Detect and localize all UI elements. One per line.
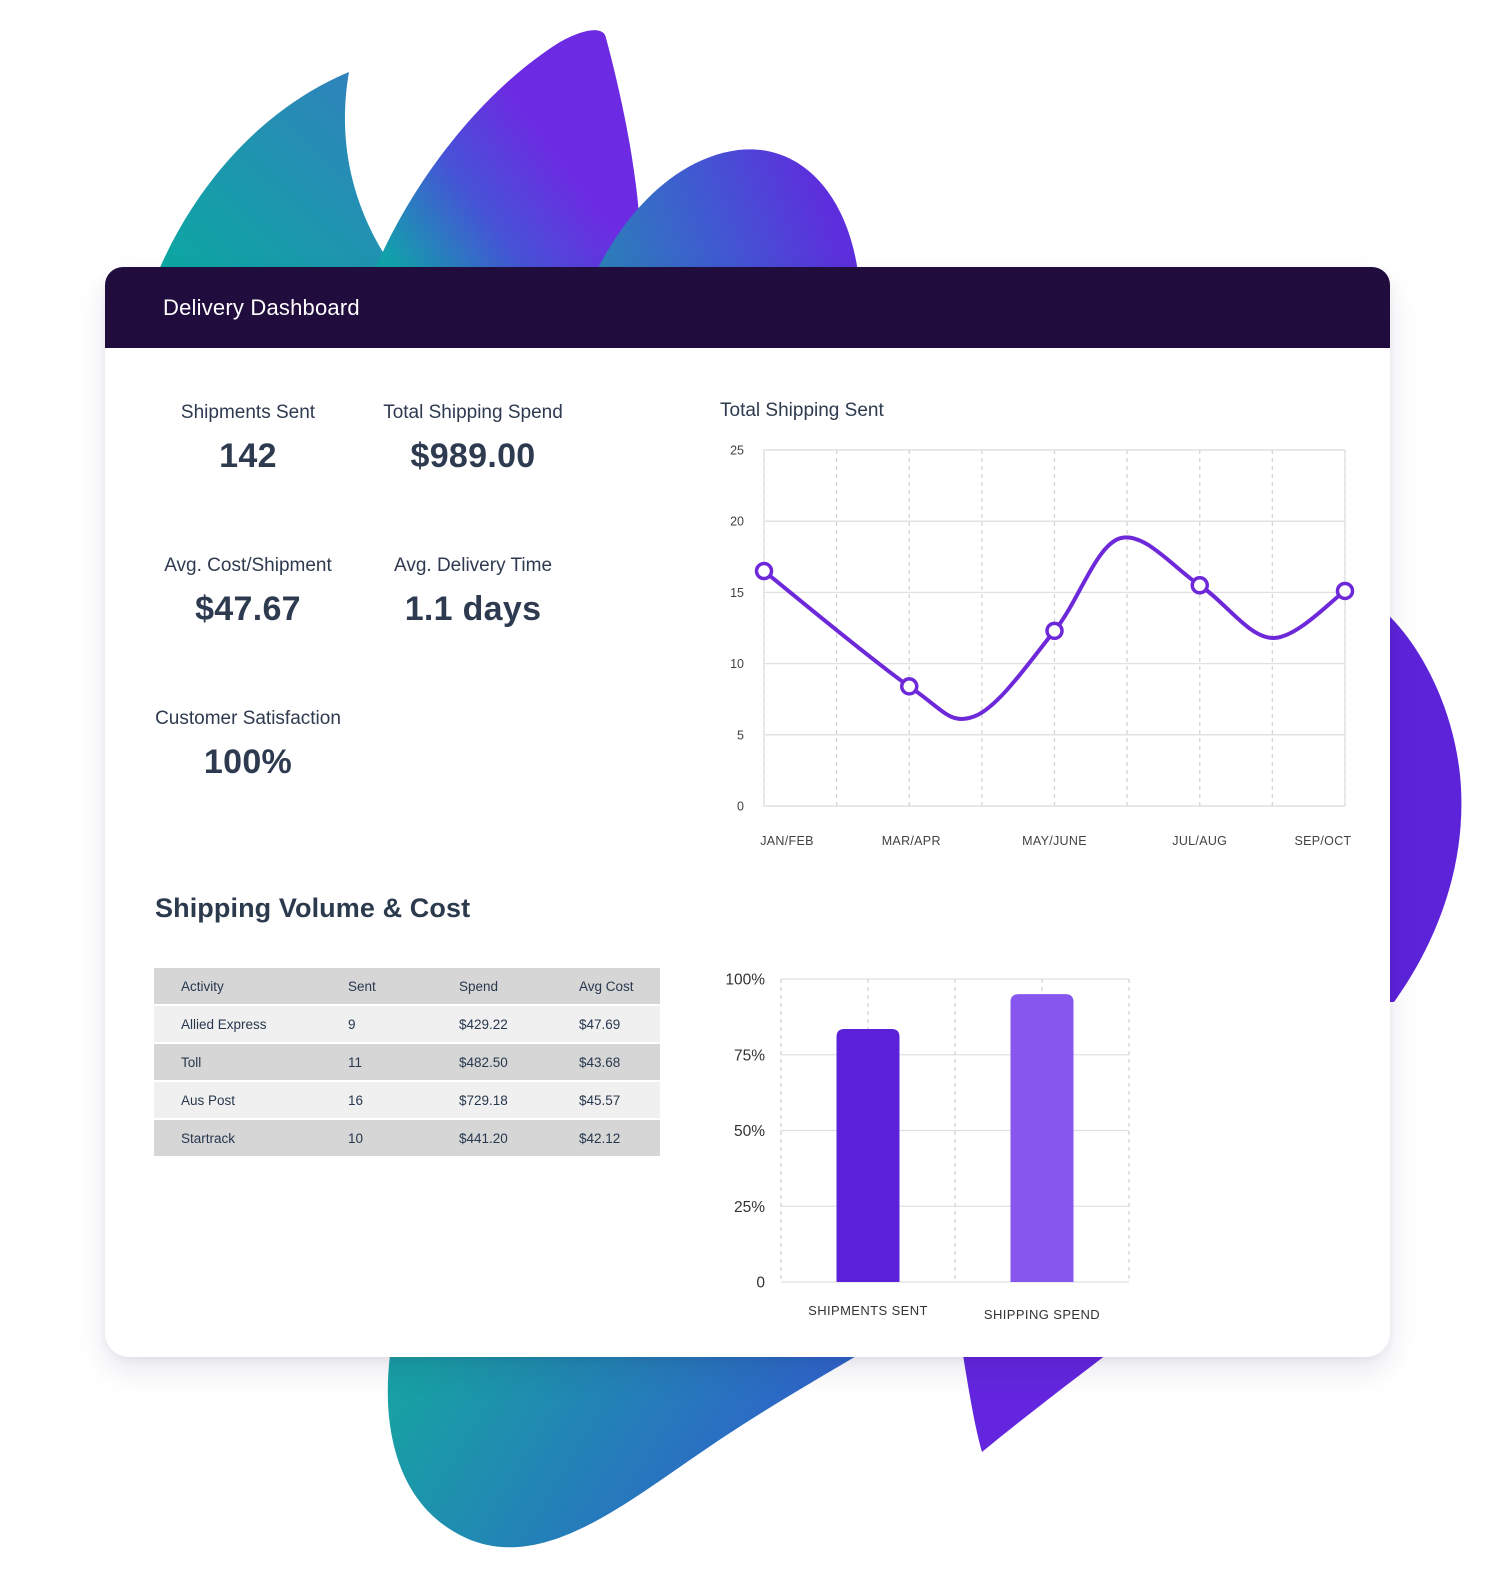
- stat-value: $47.67: [195, 590, 301, 628]
- table-cell: Startrack: [181, 1130, 236, 1146]
- svg-text:0: 0: [756, 1275, 765, 1292]
- svg-text:15: 15: [730, 586, 744, 600]
- svg-text:JAN/FEB: JAN/FEB: [760, 834, 814, 848]
- dashboard-card: Delivery Dashboard Shipments Sent 142 To…: [105, 267, 1390, 1357]
- line-chart: 0 5 10 15 20 25 JAN/FEB MAR/APR MAY/JUNE JUL/AUG S…: [730, 444, 1355, 848]
- svg-text:75%: 75%: [734, 1047, 765, 1064]
- shipping-table: Activity Sent Spend Avg Cost Allied Express 9…: [154, 968, 660, 1158]
- svg-text:MAR/APR: MAR/APR: [882, 834, 941, 848]
- line-chart-title: Total Shipping Sent: [720, 400, 884, 421]
- table-cell: $729.18: [459, 1092, 508, 1108]
- table-cell: $45.57: [579, 1092, 621, 1108]
- table-cell: 9: [348, 1016, 356, 1032]
- table-cell: $47.69: [579, 1016, 621, 1032]
- svg-text:5: 5: [737, 728, 744, 742]
- table-cell: $441.20: [459, 1130, 508, 1146]
- stat-label: Shipments Sent: [180, 402, 316, 423]
- table-header-row: Activity Sent Spend Avg Cost: [154, 968, 660, 1004]
- stat-shipments-sent: Shipments Sent 142: [118, 401, 378, 478]
- svg-text:0: 0: [737, 800, 744, 814]
- stat-avg-delivery-time: Avg. Delivery Time 1.1 days: [343, 554, 603, 631]
- svg-text:SEP/OCT: SEP/OCT: [1295, 834, 1352, 848]
- table-cell: $482.50: [459, 1054, 508, 1070]
- table-row: Toll 11 $482.50 $43.68: [154, 1044, 660, 1080]
- stat-value: 142: [219, 437, 277, 475]
- bar-chart: 0 25% 50% 75% 100% SHIPMENTS SENT SHIPPING SPE…: [725, 972, 1130, 1322]
- svg-text:25%: 25%: [734, 1199, 765, 1216]
- decor-petal-middle: [374, 30, 641, 272]
- table-row: Aus Post 16 $729.18 $45.57: [154, 1082, 660, 1118]
- stat-label: Avg. Cost/Shipment: [164, 555, 332, 576]
- table-cell: Toll: [181, 1054, 202, 1070]
- svg-text:50%: 50%: [734, 1123, 765, 1140]
- stat-label: Customer Satisfaction: [155, 708, 341, 729]
- table-cell: $42.12: [579, 1130, 621, 1146]
- table-row: Allied Express 9 $429.22 $47.69: [154, 1006, 660, 1042]
- table-cell: Aus Post: [181, 1092, 236, 1108]
- svg-text:10: 10: [730, 657, 744, 671]
- svg-text:MAY/JUNE: MAY/JUNE: [1022, 834, 1087, 848]
- stat-value: 100%: [203, 743, 293, 781]
- table-header-cell: Avg Cost: [579, 978, 634, 994]
- stat-label: Total Shipping Spend: [383, 402, 563, 423]
- svg-text:25: 25: [730, 444, 744, 458]
- header-bar: Delivery Dashboard: [105, 267, 1390, 348]
- svg-text:SHIPPING SPEND: SHIPPING SPEND: [984, 1307, 1100, 1322]
- table-header-cell: Sent: [348, 978, 376, 994]
- decor-petal-left: [158, 72, 396, 272]
- page-title: Delivery Dashboard: [163, 294, 360, 320]
- decor-bottom-wedge: [963, 1355, 1106, 1452]
- stat-avg-cost-shipment: Avg. Cost/Shipment $47.67: [118, 554, 378, 631]
- section-title: Shipping Volume & Cost: [155, 893, 471, 923]
- decor-petal-right: [596, 149, 858, 272]
- decor-right-blob: [1385, 612, 1462, 1002]
- table-cell: $429.22: [459, 1016, 508, 1032]
- table-cell: $43.68: [579, 1054, 621, 1070]
- stat-customer-satisfaction: Customer Satisfaction 100%: [118, 707, 378, 784]
- table-cell: 11: [348, 1054, 363, 1070]
- table-row: Startrack 10 $441.20 $42.12: [154, 1120, 660, 1156]
- svg-text:SHIPMENTS SENT: SHIPMENTS SENT: [808, 1303, 928, 1318]
- table-cell: 16: [348, 1092, 364, 1108]
- table-header-cell: Activity: [181, 978, 224, 994]
- stat-value: 1.1 days: [404, 590, 542, 628]
- stat-value: $989.00: [410, 437, 536, 475]
- table-header-cell: Spend: [459, 978, 499, 994]
- stat-total-shipping-spend: Total Shipping Spend $989.00: [343, 401, 603, 478]
- svg-text:20: 20: [730, 515, 744, 529]
- svg-text:100%: 100%: [725, 972, 765, 989]
- table-cell: 10: [348, 1130, 364, 1146]
- svg-text:JUL/AUG: JUL/AUG: [1172, 834, 1227, 848]
- table-cell: Allied Express: [181, 1016, 267, 1032]
- decor-bottom-leaf: [387, 1355, 858, 1548]
- stat-label: Avg. Delivery Time: [393, 555, 553, 576]
